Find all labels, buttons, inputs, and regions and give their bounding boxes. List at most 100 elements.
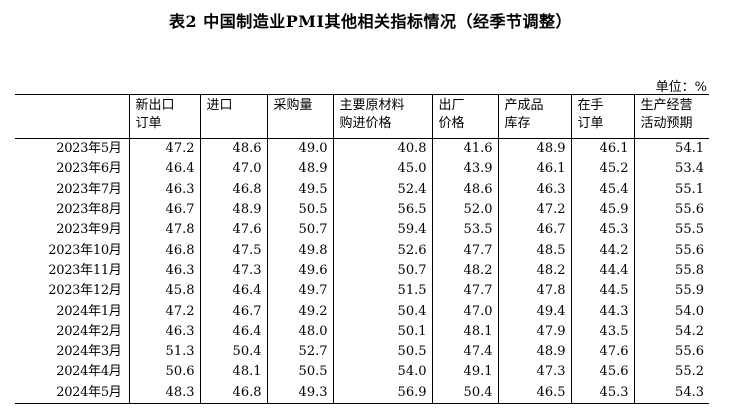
value-cell: 55.1 (675, 181, 704, 197)
value-cell: 46.5 (498, 382, 572, 404)
value-cell: 47.6 (200, 220, 268, 241)
value-cell: 54.0 (675, 303, 704, 319)
value-cell: 51.3 (129, 341, 201, 363)
corner-cell (15, 94, 130, 139)
value-cell: 46.4 (200, 321, 268, 342)
pmi-table: 新出口 订单 进口 采购量 主要原材料 购进价格 出厂 价格 产成品 库存 在手 订单 生… (15, 94, 709, 404)
value-cell: 46.3 (129, 260, 201, 282)
value-cell: 55.6 (675, 344, 704, 360)
value-cell: 53.4 (675, 161, 704, 177)
value-cell: 49.8 (267, 240, 334, 261)
value-cell: 48.2 (498, 260, 572, 282)
value-cell: 44.5 (571, 281, 635, 302)
value-cell: 45.3 (571, 220, 635, 241)
table-row: 2023年6月 46.4 47.0 48.9 45.0 43.9 46.1 45.2 53.4 (15, 159, 709, 180)
value-cell: 48.2 (432, 260, 499, 282)
table-row: 2024年1月 47.2 46.7 49.2 50.4 47.0 49.4 44.3 54.0 (15, 301, 709, 322)
value-cell: 48.9 (267, 159, 334, 180)
value-cell: 54.2 (675, 323, 704, 339)
value-cell: 56.9 (333, 382, 433, 404)
value-cell: 50.4 (200, 341, 268, 363)
value-cell: 47.4 (432, 341, 499, 363)
month-cell: 2023年7月 (15, 179, 130, 200)
value-cell: 47.8 (129, 220, 201, 241)
value-cell: 50.5 (333, 341, 433, 363)
table-row: 2023年8月 46.7 48.9 50.5 56.5 52.0 47.2 45.9 55.6 (15, 199, 709, 221)
value-cell: 45.0 (333, 159, 433, 180)
value-cell: 45.9 (571, 199, 635, 221)
value-cell: 54.1 (675, 141, 704, 157)
page-title: 表2 中国制造业PMI其他相关指标情况（经季节调整） (169, 12, 572, 31)
value-cell: 41.6 (432, 138, 499, 160)
month-cell: 2023年10月 (15, 240, 130, 261)
value-cell: 52.6 (333, 240, 433, 261)
value-cell: 50.5 (267, 199, 334, 221)
value-cell: 47.2 (129, 138, 201, 160)
value-cell: 47.2 (498, 199, 572, 221)
value-cell: 44.2 (571, 240, 635, 261)
value-cell: 49.3 (267, 382, 334, 404)
value-cell: 45.3 (571, 382, 635, 404)
value-cell: 47.2 (129, 301, 201, 322)
month-cell: 2023年12月 (15, 281, 130, 302)
value-cell: 49.4 (498, 301, 572, 322)
value-cell: 46.8 (200, 179, 268, 200)
value-cell: 46.8 (129, 240, 201, 261)
month-cell: 2024年1月 (15, 301, 130, 322)
value-cell: 47.3 (498, 362, 572, 383)
table-body: 2023年5月 47.2 48.6 49.0 40.8 41.6 48.9 46.1 54.1 2… (15, 138, 709, 404)
value-cell: 51.5 (333, 281, 433, 302)
table-row: 2024年2月 46.3 46.4 48.0 50.1 48.1 47.9 43.5 54.2 (15, 321, 709, 342)
month-cell: 2024年3月 (15, 341, 130, 363)
value-cell: 44.4 (571, 260, 635, 282)
value-cell: 46.1 (498, 159, 572, 180)
value-cell: 46.3 (129, 179, 201, 200)
value-cell: 50.7 (267, 220, 334, 241)
value-cell: 47.7 (432, 240, 499, 261)
value-cell: 55.9 (675, 283, 704, 299)
value-cell: 48.1 (432, 321, 499, 342)
value-cell: 46.4 (129, 159, 201, 180)
value-cell: 45.2 (571, 159, 635, 180)
table-row: 2023年11月 46.3 47.3 49.6 50.7 48.2 48.2 44.4 55.8 (15, 260, 709, 282)
value-cell: 46.4 (200, 281, 268, 302)
table-row: 2023年9月 47.8 47.6 50.7 59.4 53.5 46.7 45.3 55.5 (15, 220, 709, 241)
value-cell: 44.3 (571, 301, 635, 322)
value-cell: 49.6 (267, 260, 334, 282)
table-row: 2024年4月 50.6 48.1 50.5 54.0 49.1 47.3 45.6 55.2 (15, 362, 709, 383)
value-cell: 48.3 (129, 382, 201, 404)
value-cell: 47.3 (200, 260, 268, 282)
column-header: 在手 订单 (571, 94, 635, 139)
value-cell: 50.7 (333, 260, 433, 282)
value-cell: 45.8 (129, 281, 201, 302)
value-cell: 48.0 (267, 321, 334, 342)
value-cell: 46.8 (200, 382, 268, 404)
column-header: 新出口 订单 (129, 94, 201, 139)
value-cell: 55.6 (675, 202, 704, 218)
value-cell: 49.7 (267, 281, 334, 302)
value-cell: 47.0 (200, 159, 268, 180)
value-cell: 49.1 (432, 362, 499, 383)
value-cell: 50.4 (333, 301, 433, 322)
value-cell: 56.5 (333, 199, 433, 221)
value-cell: 49.5 (267, 179, 334, 200)
column-header: 出厂 价格 (432, 94, 499, 139)
value-cell: 54.0 (333, 362, 433, 383)
table-row: 2023年10月 46.8 47.5 49.8 52.6 47.7 48.5 44.2 55.6 (15, 240, 709, 261)
value-cell: 48.9 (498, 138, 572, 160)
column-header: 产成品 库存 (498, 94, 572, 139)
value-cell: 52.7 (267, 341, 334, 363)
unit-label: 单位：% (655, 80, 707, 95)
table-row: 2024年3月 51.3 50.4 52.7 50.5 47.4 48.9 47.6 55.6 (15, 341, 709, 363)
value-cell: 46.7 (498, 220, 572, 241)
value-cell: 45.4 (571, 179, 635, 200)
value-cell: 48.5 (498, 240, 572, 261)
value-cell: 50.1 (333, 321, 433, 342)
value-cell: 48.6 (432, 179, 499, 200)
value-cell: 45.6 (571, 362, 635, 383)
table-row: 2023年12月 45.8 46.4 49.7 51.5 47.7 47.8 44.5 55.9 (15, 281, 709, 302)
value-cell: 52.0 (432, 199, 499, 221)
value-cell: 55.6 (675, 242, 704, 258)
value-cell: 53.5 (432, 220, 499, 241)
value-cell: 52.4 (333, 179, 433, 200)
